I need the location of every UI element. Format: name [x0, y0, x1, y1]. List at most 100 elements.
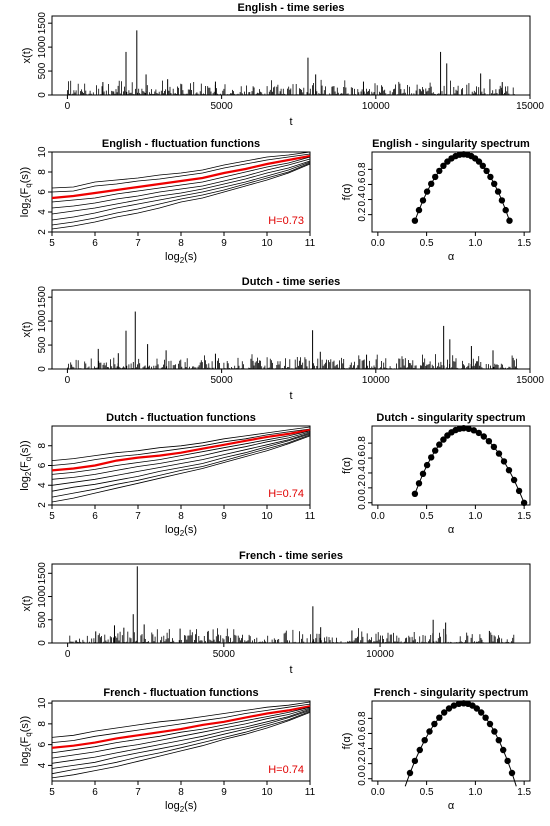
x-tick-label: 8	[178, 787, 184, 798]
y-tick-label: 0.8	[357, 436, 368, 450]
x-tick-label: 9	[221, 238, 227, 249]
spectrum-point	[436, 167, 443, 175]
x-tick-label: 5	[49, 511, 55, 522]
x-tick-label: 7	[135, 238, 141, 249]
y-tick-label: 0.0	[357, 495, 368, 509]
panel-2: English - singularity spectrum 0.0 0.5 1.0 1…	[341, 138, 532, 263]
series-line	[67, 628, 515, 643]
series-line	[51, 706, 311, 754]
x-axis-label-main: log	[165, 524, 180, 536]
spectrum-point	[436, 441, 443, 448]
spectrum-point	[460, 425, 467, 432]
x-tick-label: 10000	[366, 649, 394, 660]
y-tick-label: 6	[37, 741, 48, 747]
y-axis-label-part: (s))	[19, 167, 31, 184]
spectrum-point	[431, 720, 438, 728]
y-tick-label: 0	[37, 92, 48, 98]
spectrum-point	[455, 700, 462, 707]
y-tick-label: 1000	[37, 36, 48, 59]
series-line	[67, 79, 515, 95]
spectrum-point	[487, 173, 494, 181]
x-tick-label: 1.0	[468, 511, 482, 522]
spectrum-point	[428, 180, 435, 187]
series-line	[51, 156, 311, 203]
y-axis-label: f(α)	[341, 733, 353, 750]
spectrum-point	[508, 769, 516, 777]
x-tick-label: 1.0	[468, 238, 482, 249]
x-tick-label: 0.5	[420, 238, 434, 249]
series-line	[51, 162, 311, 226]
y-tick-label: 500	[37, 611, 48, 628]
x-tick-label: 1.5	[517, 238, 531, 249]
x-axis-label: t	[289, 664, 292, 676]
x-axis-label-sub: 2	[180, 805, 185, 814]
spectrum-point	[416, 746, 423, 754]
spectrum-line	[414, 427, 525, 503]
spectrum-point	[419, 470, 427, 477]
y-tick-label: 0.4	[357, 192, 368, 206]
spectrum-point	[495, 450, 503, 457]
y-tick-label: 10	[37, 146, 48, 158]
spectrum-point	[406, 769, 414, 777]
y-tick-label: 0.8	[357, 711, 368, 725]
series-line	[51, 710, 311, 769]
hurst-annotation: H=0.74	[268, 488, 304, 500]
x-tick-label: 0	[65, 375, 71, 386]
x-tick-label: 9	[221, 511, 227, 522]
x-tick-label: 0.0	[371, 238, 385, 249]
x-tick-label: 1.5	[517, 511, 531, 522]
spectrum-point	[415, 480, 423, 487]
spectrum-point	[423, 188, 431, 195]
y-tick-label: 8	[37, 443, 48, 449]
x-tick-label: 11	[305, 787, 316, 798]
plot-frame	[51, 15, 531, 96]
spectrum-point	[470, 427, 477, 434]
x-tick-label: 1.5	[517, 787, 531, 798]
spectrum-point	[411, 217, 419, 224]
series-line-highlight	[51, 705, 311, 749]
series-line	[51, 703, 311, 743]
spectrum-line	[404, 702, 517, 787]
x-tick-label: 0.5	[420, 787, 434, 798]
series-line	[51, 158, 311, 209]
panel-title: English - fluctuation functions	[102, 138, 260, 150]
y-axis-label-part: log	[19, 203, 31, 218]
x-tick-label: 5	[49, 787, 55, 798]
x-axis-label: t	[289, 116, 292, 128]
spectrum-point	[475, 429, 482, 437]
y-tick-label: 1500	[37, 12, 48, 35]
y-tick-label: 0.2	[357, 480, 368, 494]
y-axis-label-part: 2	[24, 747, 33, 752]
spectrum-point	[436, 714, 443, 721]
spectrum-point	[495, 737, 502, 744]
series-line	[51, 712, 311, 779]
spectrum-point	[428, 454, 435, 461]
y-axis-label: log2(Fq(s))	[19, 716, 33, 766]
x-tick-label: 15000	[516, 375, 544, 386]
y-tick-label: 0	[37, 640, 48, 646]
x-tick-label: 10000	[362, 375, 390, 386]
y-tick-label: 2	[37, 229, 48, 235]
y-axis-label-part: (F	[19, 187, 31, 198]
y-tick-label: 0.4	[357, 466, 368, 480]
spectrum-point	[483, 167, 490, 175]
y-tick-label: 2	[37, 502, 48, 508]
x-axis-label-sub: 2	[180, 529, 185, 538]
spectrum-point	[500, 458, 508, 465]
y-tick-label: 8	[37, 721, 48, 727]
series-line	[51, 708, 311, 764]
y-axis-label-part: (s))	[19, 716, 31, 733]
x-axis-label-sub: 2	[180, 256, 185, 265]
x-axis-label: α	[448, 800, 455, 812]
y-tick-label: 0.4	[357, 741, 368, 755]
panel-7: French - fluctuation functions 5 6 7 8 9 10 11 4…	[19, 687, 316, 814]
spectrum-point	[432, 173, 439, 181]
x-tick-label: 0.0	[371, 511, 385, 522]
panel-4: Dutch - fluctuation functions 5 6 7 8 9 10 11 2 4…	[19, 412, 316, 538]
series-line	[51, 435, 311, 503]
series-line	[51, 426, 311, 461]
spectrum-point	[423, 461, 431, 469]
panel-title: Dutch - time series	[242, 276, 340, 288]
spectrum-point	[419, 197, 427, 204]
panel-title: French - singularity spectrum	[374, 687, 529, 699]
